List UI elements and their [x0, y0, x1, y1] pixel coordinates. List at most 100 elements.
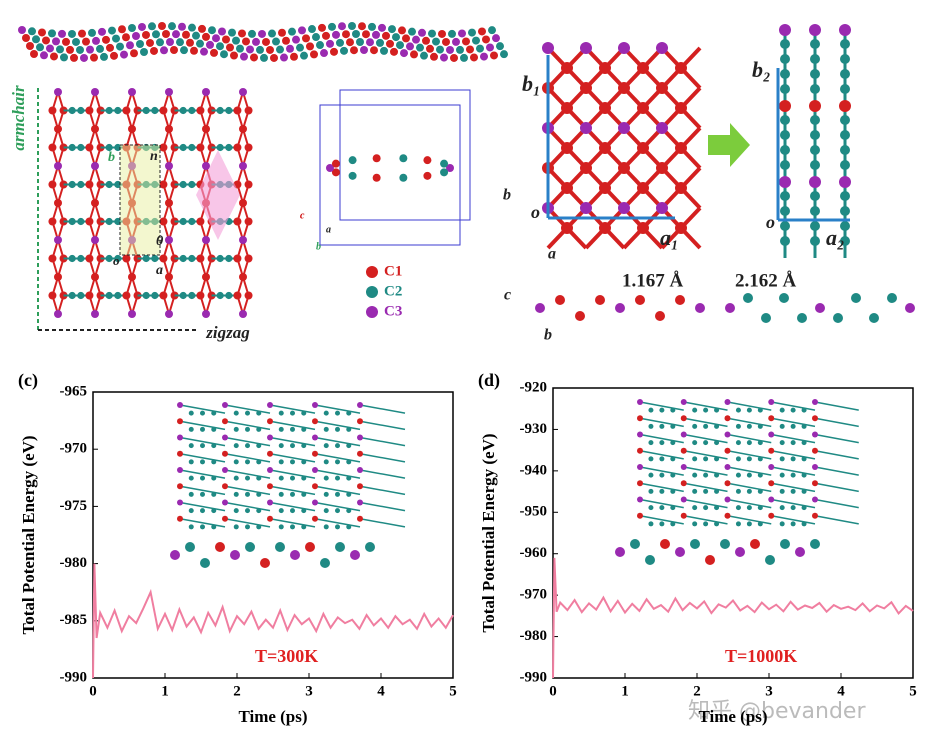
atom	[488, 26, 496, 35]
panel-label: (c)	[18, 370, 38, 391]
bond	[224, 501, 271, 512]
y-tick-label: -970	[60, 441, 88, 457]
armchair-label: armchair	[9, 85, 28, 151]
atom	[165, 273, 173, 281]
x-tick-label: 1	[621, 683, 629, 699]
atom	[267, 467, 273, 473]
atom	[275, 542, 285, 552]
atom	[233, 291, 242, 300]
atom	[580, 162, 592, 174]
atom	[492, 34, 500, 43]
atom	[406, 42, 414, 51]
atom	[225, 254, 233, 263]
atom	[22, 34, 30, 42]
atom	[160, 46, 168, 55]
bond	[359, 485, 406, 496]
atom	[714, 423, 720, 429]
atom	[179, 254, 187, 263]
atom	[220, 50, 228, 59]
atom	[670, 423, 676, 429]
atom	[780, 160, 790, 170]
atom	[780, 206, 790, 216]
atom	[202, 88, 210, 96]
atom	[196, 106, 205, 115]
atom	[648, 505, 654, 511]
atom	[331, 159, 340, 168]
x-tick-label: 5	[909, 683, 917, 699]
atom	[840, 39, 850, 49]
atom	[116, 42, 124, 51]
atom	[675, 62, 687, 74]
atom	[216, 291, 224, 300]
atom	[630, 539, 640, 549]
atom	[692, 407, 698, 413]
atom	[346, 38, 354, 47]
bond	[269, 404, 316, 414]
y-tick-label: -975	[60, 498, 88, 514]
atom	[618, 202, 630, 214]
atom	[280, 53, 288, 62]
bond	[179, 404, 226, 414]
atom	[91, 125, 99, 133]
atom	[245, 542, 255, 552]
atom	[670, 407, 676, 413]
bond	[314, 436, 361, 447]
atom	[245, 410, 250, 416]
atom	[102, 35, 110, 44]
atom	[746, 440, 752, 446]
atom	[288, 27, 296, 36]
atom	[276, 45, 284, 54]
atom	[703, 488, 709, 494]
atom	[72, 37, 80, 46]
bond	[771, 515, 816, 525]
atom	[648, 521, 654, 527]
atom	[659, 488, 665, 494]
atom	[801, 456, 807, 462]
bond	[683, 417, 728, 428]
atom	[290, 524, 295, 530]
atom	[887, 293, 897, 303]
atom	[780, 145, 790, 155]
atom	[335, 475, 340, 481]
atom	[128, 310, 136, 318]
atom	[703, 407, 709, 413]
atom	[32, 35, 40, 44]
atom	[198, 24, 206, 33]
legend-dot	[366, 286, 378, 298]
atom	[780, 54, 790, 64]
bond	[359, 436, 406, 447]
atom	[323, 508, 329, 514]
atom	[430, 52, 438, 61]
atom	[159, 217, 168, 226]
atom	[222, 402, 228, 408]
atom	[136, 39, 144, 48]
atom	[810, 39, 820, 49]
atom	[165, 125, 173, 133]
atom	[372, 154, 381, 163]
atom	[833, 313, 843, 323]
bond	[683, 466, 728, 476]
atom	[724, 447, 731, 454]
atom	[372, 30, 380, 39]
legend-entry: C3	[384, 303, 402, 319]
atom	[757, 488, 763, 494]
atom	[580, 82, 592, 94]
atom	[542, 42, 554, 54]
atom	[36, 43, 44, 52]
atom	[290, 475, 295, 481]
atom	[779, 293, 789, 303]
atom	[301, 475, 307, 481]
atom	[290, 550, 300, 560]
atom	[670, 505, 676, 511]
atom	[456, 45, 464, 54]
atom	[452, 37, 460, 46]
atom	[809, 100, 821, 112]
atom	[211, 426, 217, 432]
atom	[211, 410, 217, 416]
atom	[675, 182, 687, 194]
atom	[267, 499, 273, 506]
atom	[118, 25, 126, 34]
atom	[230, 550, 240, 560]
atom	[335, 491, 340, 497]
atom	[62, 37, 70, 46]
